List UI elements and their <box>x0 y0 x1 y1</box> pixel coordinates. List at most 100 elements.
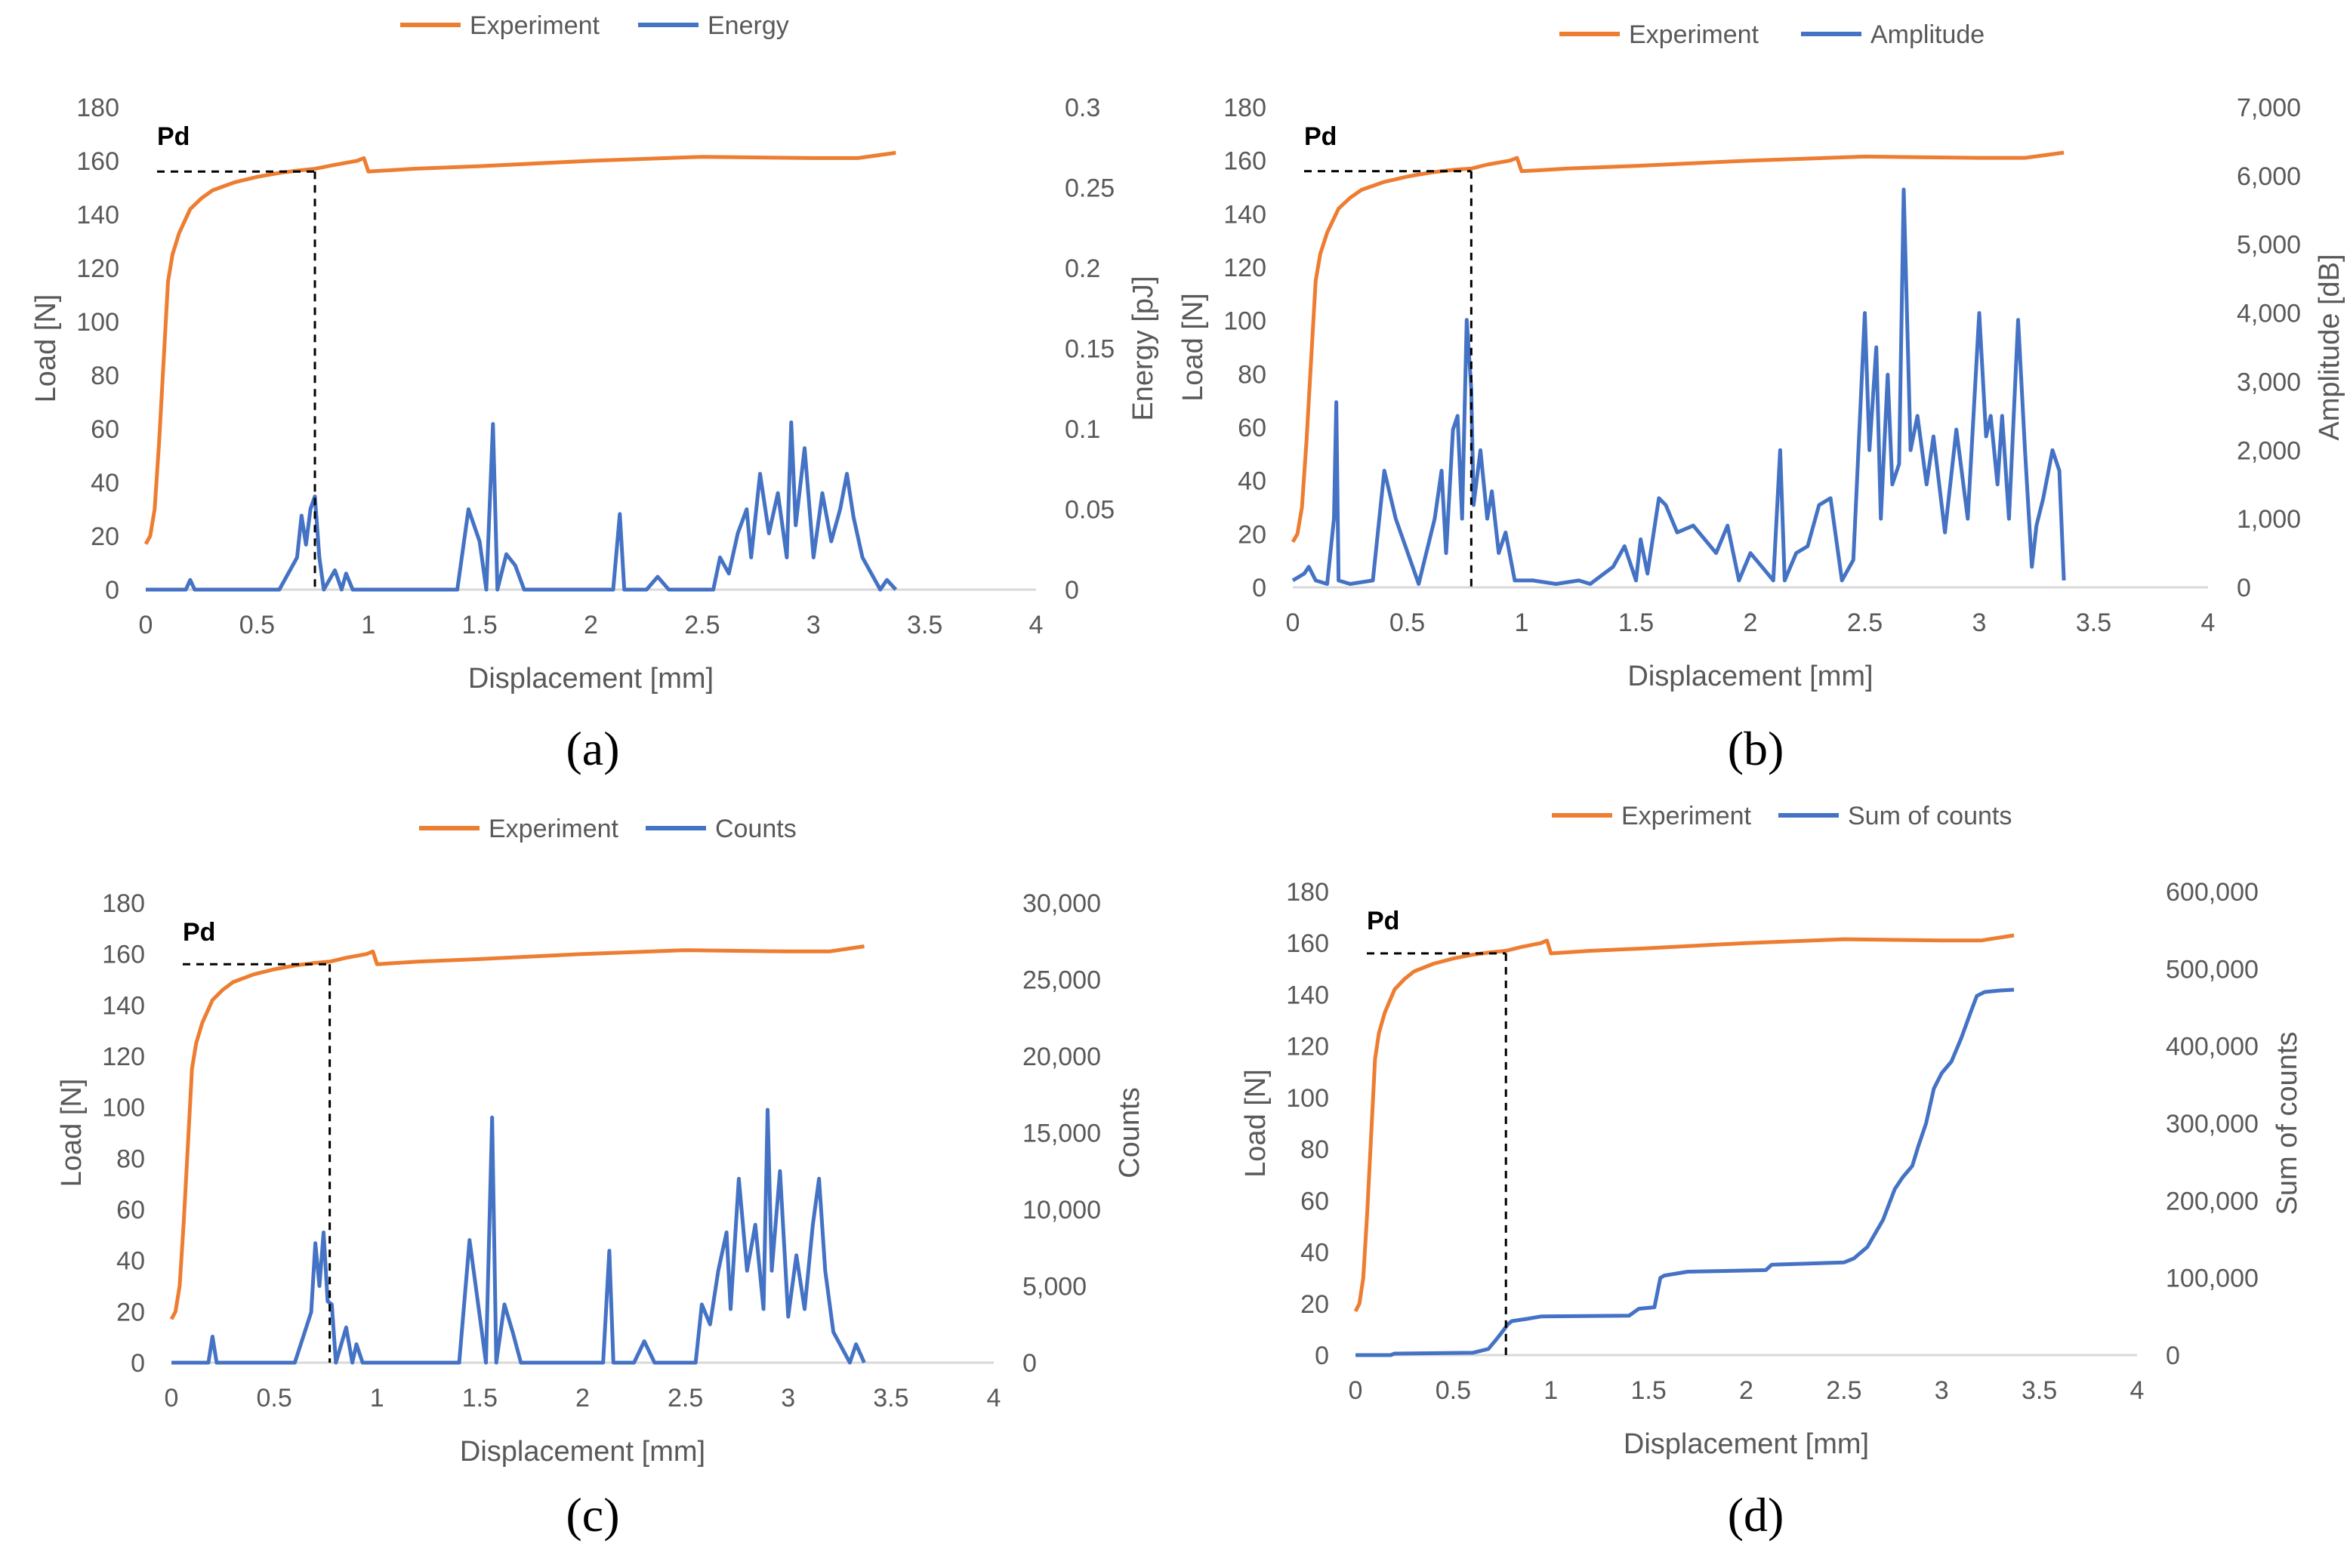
y-left-tick-label: 20 <box>1300 1290 1329 1319</box>
y-right-tick-label: 0.1 <box>1065 415 1100 444</box>
y-left-tick-label: 100 <box>102 1094 145 1123</box>
x-tick-label: 0 <box>139 611 153 639</box>
y-right-tick-label: 1,000 <box>2237 505 2301 534</box>
y-left-tick-label: 100 <box>1223 307 1266 336</box>
x-tick-label: 2.5 <box>1826 1376 1861 1405</box>
caption-c: (c) <box>566 1488 620 1542</box>
y-right-tick-label: 0.05 <box>1065 496 1115 525</box>
pd-label: Pd <box>157 122 190 151</box>
x-tick-label: 3 <box>1935 1376 1949 1405</box>
y-left-tick-label: 0 <box>105 576 119 605</box>
chart-panel-c: 0 0.5 1 1.5 2 2.5 3 3.5 402040608010012014016018… <box>56 815 1146 1468</box>
pd-label: Pd <box>1367 907 1399 935</box>
x-tick-label: 3 <box>806 611 821 639</box>
y-left-tick-label: 120 <box>1223 254 1266 282</box>
x-tick-label: 0.5 <box>1389 608 1425 637</box>
y-left-tick-label: 60 <box>116 1196 145 1225</box>
x-tick-label: 3.5 <box>2022 1376 2057 1405</box>
x-axis-title: Displacement [mm] <box>1627 661 1873 692</box>
series-line-experiment <box>143 150 896 545</box>
chart-panel-a: 0 0.5 1 1.5 2 2.5 3 3.5 402040608010012014016018… <box>30 11 1159 695</box>
y-right-tick-label: 0.3 <box>1065 94 1100 122</box>
chart-panel-b: 0 0.5 1 1.5 2 2.5 3 3.5 402040608010012014016018… <box>1177 20 2345 692</box>
y-left-tick-label: 140 <box>76 201 119 230</box>
y-right-tick-label: 0.2 <box>1065 254 1100 283</box>
x-tick-label: 2.5 <box>1847 608 1883 637</box>
x-tick-label: 4 <box>2130 1376 2145 1405</box>
caption-a: (a) <box>566 722 620 775</box>
x-tick-label: 1 <box>1515 608 1529 637</box>
y-left-tick-label: 160 <box>1286 929 1329 958</box>
x-tick-label: 3 <box>781 1384 795 1412</box>
x-tick-label: 1 <box>1544 1376 1558 1405</box>
y-left-tick-label: 180 <box>1223 94 1266 122</box>
y-right-tick-label: 6,000 <box>2237 162 2301 191</box>
y-right-tick-label: 0 <box>2237 574 2251 602</box>
y-left-tick-label: 80 <box>116 1144 145 1173</box>
y-right-tick-label: 500,000 <box>2166 955 2259 984</box>
legend-label: Experiment <box>1629 20 1759 49</box>
y-left-tick-label: 180 <box>102 889 145 918</box>
y-right-tick-label: 0 <box>2166 1342 2180 1370</box>
series-line-acoustic <box>171 1107 866 1365</box>
y-right-tick-label: 30,000 <box>1022 889 1101 918</box>
pd-label: Pd <box>183 918 215 947</box>
y-left-tick-label: 100 <box>76 308 119 337</box>
legend-label: Counts <box>715 815 797 843</box>
y-right-tick-label: 0 <box>1065 576 1079 605</box>
legend-label: Experiment <box>1621 802 1752 830</box>
y-left-tick-label: 120 <box>76 254 119 283</box>
series-line-experiment <box>1291 150 2065 544</box>
y-left-tick-label: 140 <box>1286 981 1329 1009</box>
y-right-tick-label: 15,000 <box>1022 1120 1101 1148</box>
x-tick-label: 4 <box>1029 611 1044 639</box>
y-right-tick-label: 7,000 <box>2237 94 2301 122</box>
y-left-tick-label: 160 <box>76 147 119 176</box>
legend-label: Amplitude <box>1870 20 1985 49</box>
y-left-tick-label: 60 <box>1300 1187 1329 1215</box>
legend-label: Energy <box>708 11 789 40</box>
y-right-tick-label: 0 <box>1022 1349 1037 1378</box>
x-axis-title: Displacement [mm] <box>468 663 714 695</box>
y-right-tick-label: 5,000 <box>1022 1273 1087 1302</box>
y-left-tick-label: 100 <box>1286 1084 1329 1113</box>
y-left-tick-label: 40 <box>1238 467 1266 496</box>
y-left-tick-label: 180 <box>1286 878 1329 907</box>
y-right-tick-label: 25,000 <box>1022 966 1101 995</box>
caption-d: (d) <box>1727 1488 1784 1542</box>
legend-label: Sum of counts <box>1848 802 2012 830</box>
y-right-tick-label: 10,000 <box>1022 1196 1101 1225</box>
x-tick-label: 0 <box>1349 1376 1363 1405</box>
y-left-tick-label: 160 <box>102 941 145 969</box>
y-right-axis-title: Counts <box>1114 1087 1146 1178</box>
y-right-tick-label: 0.15 <box>1065 335 1115 364</box>
x-tick-label: 0.5 <box>1436 1376 1471 1405</box>
y-left-axis-title: Load [N] <box>56 1079 88 1188</box>
x-tick-label: 2 <box>575 1384 590 1412</box>
y-right-axis-title: Sum of counts <box>2271 1032 2303 1215</box>
y-right-tick-label: 3,000 <box>2237 368 2301 396</box>
y-left-tick-label: 80 <box>1238 360 1266 389</box>
y-right-axis-title: Amplitude [dB] <box>2314 254 2345 440</box>
x-tick-label: 2.5 <box>668 1384 703 1412</box>
series-line-experiment <box>1353 933 2015 1313</box>
x-tick-label: 3.5 <box>907 611 942 639</box>
y-left-tick-label: 0 <box>1315 1342 1329 1370</box>
series-line-experiment <box>169 944 865 1320</box>
y-right-tick-label: 2,000 <box>2237 436 2301 465</box>
y-left-tick-label: 20 <box>1238 520 1266 549</box>
x-tick-label: 3.5 <box>2076 608 2111 637</box>
y-left-tick-label: 80 <box>91 362 119 390</box>
x-tick-label: 3.5 <box>873 1384 908 1412</box>
x-tick-label: 1 <box>361 611 375 639</box>
y-left-tick-label: 40 <box>116 1247 145 1276</box>
x-tick-label: 2 <box>584 611 598 639</box>
y-left-axis-title: Load [N] <box>1240 1069 1272 1178</box>
legend-label: Experiment <box>470 11 600 40</box>
x-tick-label: 4 <box>987 1384 1001 1412</box>
x-tick-label: 2 <box>1739 1376 1753 1405</box>
y-left-tick-label: 0 <box>131 1349 145 1378</box>
y-right-tick-label: 200,000 <box>2166 1187 2259 1215</box>
y-left-tick-label: 80 <box>1300 1135 1329 1164</box>
